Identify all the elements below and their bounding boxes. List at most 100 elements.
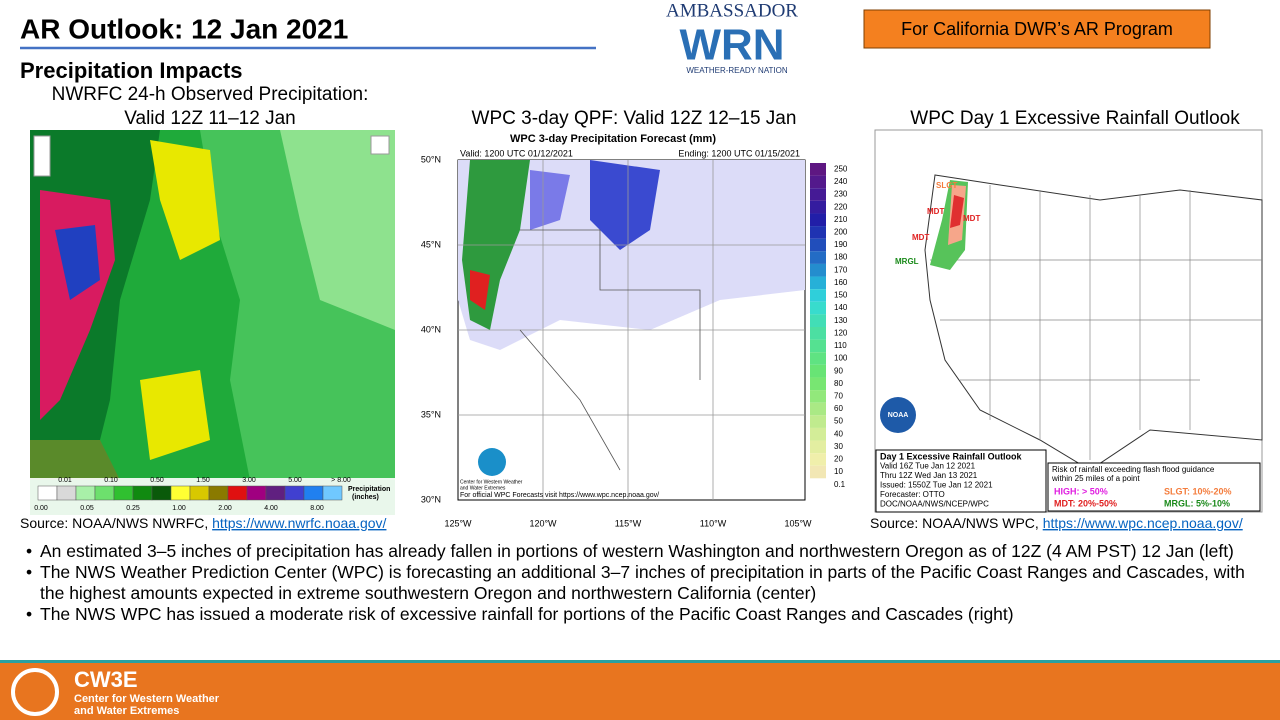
colorbar-label: 100 bbox=[834, 354, 848, 363]
logo-main: WRN bbox=[679, 21, 784, 70]
valid: Valid: 1200 UTC 01/12/2021 bbox=[460, 148, 573, 158]
risk-item: MRGL: 5%-10% bbox=[1164, 498, 1230, 508]
panel-title: WPC 3-day QPF: Valid 12Z 12–15 Jan bbox=[472, 108, 797, 129]
legend-bottom-label: 2.00 bbox=[218, 505, 232, 512]
lat-label: 45°N bbox=[421, 239, 441, 249]
risk-label: MDT bbox=[963, 214, 980, 223]
precip-legend: 0.01 0.10 0.50 1.50 3.00 5.00 > 8.00 0.00 0.05 0.… bbox=[34, 477, 351, 512]
legend-label: Precipitation bbox=[348, 486, 390, 493]
subtitle: Precipitation Impacts bbox=[20, 58, 243, 83]
panel-title: NWRFC 24-h Observed Precipitation: bbox=[52, 84, 369, 105]
map-footer: For official WPC Forecasts visit https:/… bbox=[460, 492, 659, 499]
colorbar-swatch bbox=[810, 289, 826, 302]
colorbar-swatch bbox=[810, 427, 826, 441]
ero-map bbox=[874, 129, 1263, 513]
source-link[interactable]: https://www.nwrfc.noaa.gov/ bbox=[212, 515, 386, 531]
colorbar-label: 110 bbox=[834, 341, 847, 350]
colorbar-swatch bbox=[810, 440, 826, 454]
legend-swatch bbox=[170, 485, 191, 501]
legend-bottom-label: 0.05 bbox=[80, 505, 94, 512]
badge-box bbox=[863, 9, 1211, 49]
colorbar-swatch bbox=[810, 238, 826, 252]
colorbar-label: 150 bbox=[834, 291, 848, 300]
map-axes: 50°N 45°N 40°N 35°N 30°N 125°W 120°W 115°W 110°W… bbox=[421, 154, 848, 528]
footer-logo bbox=[11, 668, 59, 716]
colorbar-label: 10 bbox=[834, 467, 843, 476]
colorbar-label: 230 bbox=[834, 190, 848, 199]
legend-top-label: > 8.00 bbox=[331, 477, 351, 484]
box-line: Forecaster: OTTO bbox=[880, 490, 945, 499]
colorbar-swatch bbox=[810, 263, 826, 277]
box-line: Issued: 1550Z Tue Jan 12 2021 bbox=[880, 481, 993, 490]
bullet: The NWS WPC has issued a moderate risk o… bbox=[18, 604, 1258, 625]
legend-bottom-label: 0.00 bbox=[34, 505, 48, 512]
legend-swatch bbox=[94, 485, 115, 501]
footer-rule bbox=[0, 660, 1280, 663]
logo-bottom: WEATHER-READY NATION bbox=[686, 66, 788, 75]
logo-text: Center for Western Weather bbox=[460, 479, 523, 485]
colorbar-label: 50 bbox=[834, 417, 843, 426]
colorbar-label: 60 bbox=[834, 404, 843, 413]
lon-label: 110°W bbox=[700, 518, 727, 528]
legend-bottom-label: 4.00 bbox=[264, 505, 278, 512]
legend-swatch bbox=[189, 485, 210, 501]
risk-heading: within 25 miles of a point bbox=[1051, 474, 1140, 483]
panel-title: Valid 12Z 11–12 Jan bbox=[124, 108, 295, 129]
bullet: The NWS Weather Prediction Center (WPC) … bbox=[18, 562, 1258, 604]
source-link[interactable]: https://www.wpc.ncep.noaa.gov/ bbox=[1043, 515, 1243, 531]
sources: Source: NOAA/NWS NWRFC, https://www.nwrf… bbox=[20, 515, 1243, 531]
colorbar-label: 0.1 bbox=[834, 480, 846, 489]
box-line: Thru 12Z Wed Jan 13 2021 bbox=[880, 471, 978, 480]
lon-label: 120°W bbox=[529, 518, 557, 528]
lon-label: 115°W bbox=[615, 518, 642, 528]
colorbar-label: 220 bbox=[834, 202, 848, 211]
colorbar-swatch bbox=[810, 200, 826, 214]
lat-label: 40°N bbox=[421, 324, 441, 334]
colorbar-swatch bbox=[810, 402, 826, 416]
legend-swatch bbox=[284, 485, 305, 501]
colorbar-label: 170 bbox=[834, 265, 848, 274]
legend-swatch bbox=[151, 485, 172, 501]
map-title: WPC 3-day Precipitation Forecast (mm) bbox=[510, 133, 716, 145]
risk-label: MDT bbox=[912, 233, 929, 242]
legend-top-label: 5.00 bbox=[288, 477, 302, 484]
legend-top-label: 3.00 bbox=[242, 477, 256, 484]
legend-swatch bbox=[113, 485, 134, 501]
colorbar-swatch bbox=[810, 339, 826, 353]
legend-swatch bbox=[303, 485, 324, 501]
legend-label: (inches) bbox=[352, 494, 379, 501]
colorbar-label: 210 bbox=[834, 215, 848, 224]
source: Source: NOAA/NWS NWRFC, https://www.nwrf… bbox=[20, 515, 387, 531]
risk-label: SLGT bbox=[936, 181, 957, 190]
risk-item: HIGH: > 50% bbox=[1054, 486, 1108, 496]
logo-text: and Water Extremes bbox=[460, 485, 506, 491]
source: Source: NOAA/NWS WPC, https://www.wpc.nc… bbox=[870, 515, 1243, 531]
colorbar-label: 180 bbox=[834, 253, 848, 262]
colorbar-label: 40 bbox=[834, 429, 843, 438]
footer-name: CW3E bbox=[74, 667, 138, 692]
title: AR Outlook: 12 Jan 2021 bbox=[20, 13, 348, 44]
colorbar-label: 200 bbox=[834, 227, 848, 236]
colorbar-label: 80 bbox=[834, 379, 843, 388]
colorbar-swatch bbox=[810, 377, 826, 391]
legend-bottom-label: 0.25 bbox=[126, 505, 140, 512]
panel-title: WPC Day 1 Excessive Rainfall Outlook bbox=[910, 108, 1240, 129]
observed-map bbox=[30, 130, 395, 515]
lat-label: 50°N bbox=[421, 154, 441, 164]
lon-label: 125°W bbox=[444, 518, 472, 528]
colorbar-label: 130 bbox=[834, 316, 848, 325]
legend-bottom-label: 1.00 bbox=[172, 505, 186, 512]
risk-heading: Risk of rainfall exceeding flash flood g… bbox=[1052, 465, 1215, 474]
colorbar-label: 90 bbox=[834, 366, 843, 375]
badge: For California DWR’s AR Program bbox=[901, 19, 1173, 39]
legend-swatch bbox=[265, 485, 286, 501]
bullet: An estimated 3–5 inches of precipitation… bbox=[18, 541, 1258, 562]
risk-item: SLGT: 10%-20% bbox=[1164, 486, 1232, 496]
colorbar-label: 70 bbox=[834, 391, 843, 400]
risk-label: MDT bbox=[927, 207, 944, 216]
colorbar-swatch bbox=[810, 352, 826, 365]
colorbar-label: 30 bbox=[834, 442, 843, 451]
colorbar-swatch bbox=[810, 276, 826, 290]
wrn-logo: AMBASSADOR WRN WEATHER-READY NATION bbox=[666, 0, 798, 75]
